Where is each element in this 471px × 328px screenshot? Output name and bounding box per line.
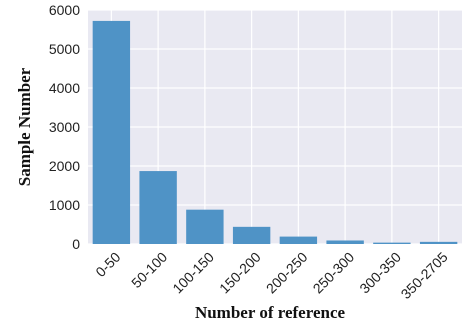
y-axis-label: Sample Number (15, 67, 34, 186)
x-axis-label: Number of reference (195, 303, 346, 322)
bar-350-2705 (419, 241, 458, 244)
bar-100-150 (186, 209, 224, 244)
bars (92, 20, 458, 245)
x-axis-ticks: 0-50 50-100 100-150 150-200 200-250 250-300 30… (92, 249, 451, 302)
y-axis-ticks: 0 1000 2000 3000 4000 5000 6000 (49, 2, 80, 252)
bar-200-250 (279, 236, 318, 244)
bar-300-350 (373, 242, 411, 244)
x-tick-label: 350-2705 (398, 249, 451, 302)
bar-50-100 (139, 171, 177, 244)
y-tick-label: 4000 (49, 80, 80, 96)
bar-0-50 (92, 20, 131, 245)
x-tick-label: 100-150 (169, 249, 217, 297)
x-tick-label: 300-350 (356, 249, 404, 297)
x-tick-label: 150-200 (216, 249, 264, 297)
x-tick-label: 200-250 (263, 249, 311, 297)
bar-150-200 (232, 226, 271, 244)
y-tick-label: 6000 (49, 2, 80, 18)
x-tick-label: 0-50 (92, 249, 123, 280)
x-tick-label: 250-300 (310, 249, 358, 297)
y-tick-label: 1000 (49, 197, 80, 213)
bar-250-300 (326, 240, 364, 244)
y-tick-label: 2000 (49, 158, 80, 174)
x-tick-label: 50-100 (128, 249, 170, 291)
y-tick-label: 0 (72, 236, 80, 252)
y-tick-label: 5000 (49, 41, 80, 57)
y-tick-label: 3000 (49, 119, 80, 135)
